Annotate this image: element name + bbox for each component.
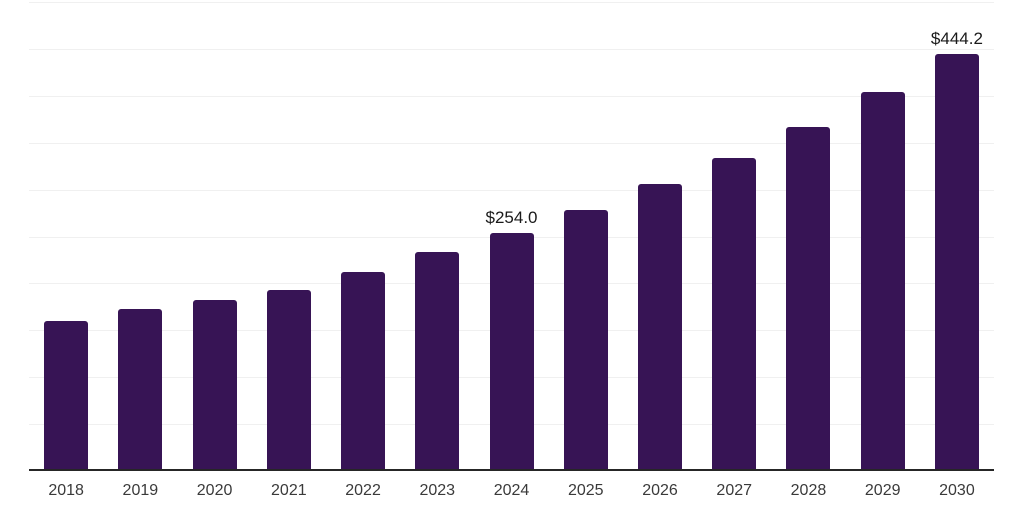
bar-2025 [563,209,608,471]
x-axis-tick-labels: 2018 2019 2020 2021 2022 2023 2024 2025 2026 2027… [29,483,994,499]
bar-2030 [934,54,979,471]
x-tick-2021: 2021 [271,482,307,499]
x-tick-2027: 2027 [716,482,753,499]
bar-slot-2022 [326,2,400,471]
x-tick-2029: 2029 [864,482,901,499]
bar-slot-2024: $254.0 [474,2,548,471]
bar-2018 [44,321,89,471]
gridline-300 [29,189,994,191]
bar-2028 [786,126,831,471]
bar-slot-2027 [697,2,771,471]
x-tick-2018: 2018 [48,482,84,499]
bar-slot-2029 [846,2,920,471]
gridline-500 [29,2,994,3]
bar-slot-2021 [252,2,326,471]
bar-slot-2030: $444.2 [920,2,994,471]
bar-slot-2020 [177,2,251,471]
x-tick-2023: 2023 [419,482,456,499]
bar-2029 [860,92,905,471]
bar-2027 [712,157,757,471]
x-tick-2028: 2028 [790,482,827,499]
x-tick-2022: 2022 [345,482,381,499]
bar-slot-2026 [623,2,697,471]
x-tick-2030: 2030 [939,482,975,499]
bar-2022 [341,271,386,471]
data-label-2024: $254.0 [485,207,538,227]
bar-slot-2018 [29,2,103,471]
gridline-400 [29,95,994,97]
bar-slot-2023 [400,2,474,471]
x-axis-line [29,469,994,471]
bar-2021 [266,290,311,471]
data-label-2030: $444.2 [930,29,983,49]
gridline-450 [29,48,994,50]
gridline-350 [29,142,994,144]
x-tick-2024: 2024 [493,482,530,499]
bar-2020 [192,300,237,471]
bar-2019 [118,309,163,471]
x-tick-2020: 2020 [196,482,233,499]
bar-slot-2019 [103,2,177,471]
bars-container: $254.0 $444.2 [29,2,994,471]
plot-area: $254.0 $444.2 [29,2,994,471]
bar-2026 [637,184,682,471]
bar-2023 [415,252,460,471]
bar-slot-2025 [549,2,623,471]
x-tick-2025: 2025 [567,482,604,499]
x-tick-2026: 2026 [642,482,678,499]
bar-slot-2028 [771,2,845,471]
x-tick-2019: 2019 [122,482,159,499]
bar-2024 [489,232,534,471]
